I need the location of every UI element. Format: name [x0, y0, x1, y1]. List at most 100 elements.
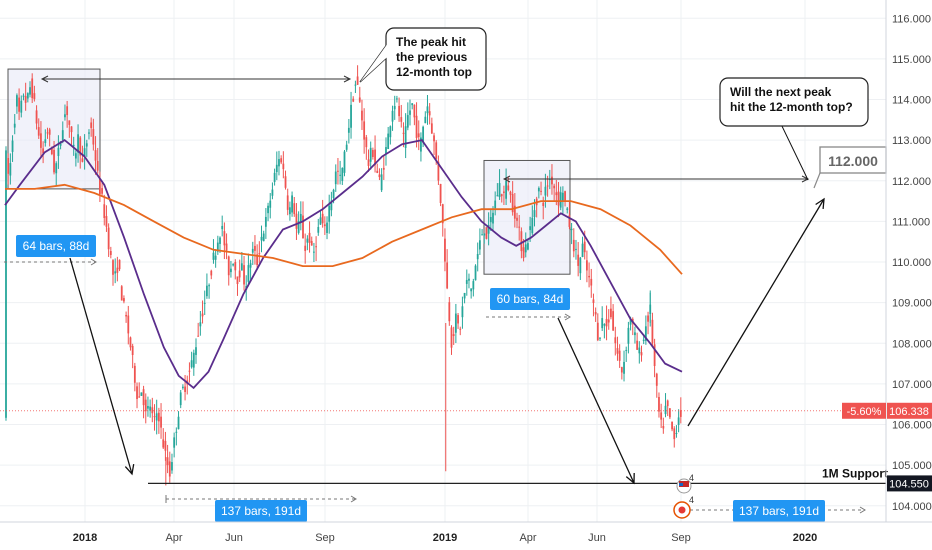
candle-body	[232, 264, 235, 266]
candle-body	[640, 352, 643, 356]
candle-body	[190, 360, 193, 368]
candle-body	[341, 167, 344, 181]
candle-body	[474, 265, 477, 281]
y-tick-label: 108.000	[892, 338, 932, 350]
callout-pointer	[779, 121, 809, 181]
candle-body	[98, 178, 101, 195]
candle-body	[382, 167, 385, 170]
candle-body	[337, 170, 339, 172]
candle-body	[264, 216, 267, 227]
candle-body	[131, 345, 134, 355]
event-flag-stripe	[679, 481, 689, 487]
candle-body	[376, 170, 379, 173]
candle-body	[527, 243, 529, 250]
measure-line-1-head	[90, 258, 97, 266]
candle-body	[402, 132, 405, 134]
x-tick-label: Apr	[165, 532, 182, 544]
candle-body	[201, 313, 204, 317]
candle-body	[18, 97, 20, 112]
candle-body	[181, 386, 184, 389]
candle-body	[570, 228, 573, 231]
candle-body	[72, 144, 75, 147]
candle-body	[668, 408, 671, 418]
projection-arrow-1-head	[124, 464, 135, 476]
moving-average-fast	[4, 138, 683, 390]
candle-body	[404, 126, 407, 148]
candle-body	[430, 123, 433, 134]
candle-body	[179, 392, 182, 406]
candle-body	[330, 200, 333, 211]
candle-body	[326, 222, 328, 233]
candle-body	[564, 191, 566, 201]
candle-body	[623, 361, 625, 374]
candle-body	[522, 247, 525, 258]
candle-body	[671, 421, 673, 430]
candle-body	[452, 334, 455, 337]
y-tick-label: 113.000	[892, 135, 931, 147]
candle-body	[446, 262, 449, 289]
candle-body	[450, 327, 453, 348]
candle-body	[297, 221, 300, 233]
candle-body	[553, 185, 556, 189]
target-pointer	[813, 172, 821, 189]
x-tick-label: 2018	[73, 532, 97, 544]
x-tick-label: Jun	[225, 532, 243, 544]
candle-body	[44, 139, 47, 144]
candle-body	[485, 227, 488, 239]
candle-body	[254, 245, 256, 251]
candle-body	[332, 189, 335, 198]
candle-body	[634, 332, 636, 336]
candle-body	[243, 265, 245, 285]
candle-body	[428, 111, 431, 116]
moving-averages	[4, 138, 683, 390]
candle-body	[240, 263, 243, 271]
candle-body	[177, 416, 180, 430]
candle-body	[426, 106, 429, 114]
candle-body	[79, 137, 82, 156]
candle-body	[533, 210, 536, 218]
candle-body	[444, 238, 446, 262]
measure-line-4-head	[859, 506, 866, 514]
candle-body	[625, 349, 628, 351]
candle-body	[68, 120, 71, 125]
candle-body	[489, 217, 492, 223]
candle-body	[492, 212, 494, 224]
candle-body	[559, 192, 562, 208]
next-peak-callout-line: Will the next peak	[730, 85, 832, 99]
candle-body	[192, 352, 195, 368]
candle-body	[350, 104, 352, 128]
candle-body	[644, 326, 647, 341]
candle-body	[37, 127, 40, 136]
candle-body	[409, 110, 411, 115]
candle-body	[214, 255, 217, 260]
candle-body	[11, 140, 14, 152]
candle-body	[105, 216, 108, 227]
candle-body	[347, 127, 350, 133]
candle-body	[164, 440, 167, 451]
candle-body	[524, 244, 527, 253]
candle-body	[173, 437, 176, 448]
y-tick-label: 111.000	[892, 216, 930, 228]
y-tick-label: 104.000	[892, 501, 932, 513]
range-label-1-box	[16, 235, 96, 257]
candle-body	[345, 144, 348, 150]
candle-body	[461, 306, 464, 318]
candle-body	[586, 260, 588, 271]
y-tick-label: 112.000	[892, 176, 931, 188]
candle-body	[33, 93, 36, 100]
candle-body	[22, 95, 25, 97]
candle-body	[238, 270, 241, 278]
candle-body	[629, 318, 632, 325]
candle-body	[7, 158, 10, 174]
candle-body	[520, 231, 523, 252]
candle-body	[540, 190, 542, 192]
candle-body	[88, 132, 90, 134]
candle-body	[415, 115, 418, 138]
next-peak-callout-line: hit the 12-month top?	[730, 100, 853, 114]
projection-arrow-1	[69, 257, 133, 475]
range-label-3-box	[215, 500, 307, 522]
candle-body	[184, 386, 186, 392]
candle-body	[476, 254, 479, 260]
candle-body	[46, 132, 49, 134]
